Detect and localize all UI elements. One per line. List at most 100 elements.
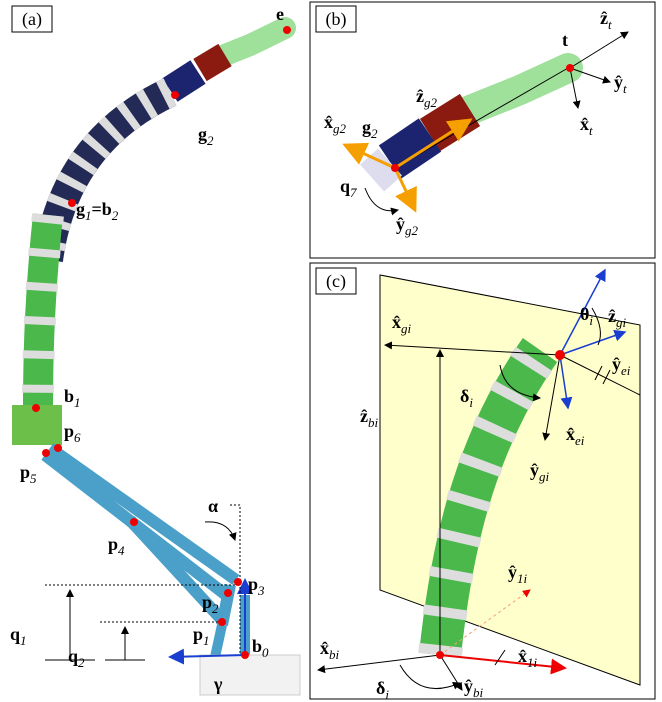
label-base: ẑ <box>608 306 616 326</box>
label: q2 <box>68 646 85 670</box>
label: x̂ei <box>566 424 585 448</box>
label-sub: gi <box>616 315 627 330</box>
axis-yt <box>569 67 611 84</box>
label-base: b <box>64 386 74 406</box>
label-sub: i <box>589 313 593 328</box>
label: ẑt <box>600 8 612 32</box>
label-base: δ <box>376 678 385 698</box>
label: θi <box>580 304 593 328</box>
label: x̂g2 <box>324 112 347 136</box>
label-sub: t <box>623 81 627 96</box>
label: p3 <box>248 574 265 598</box>
label-sub: gi <box>401 321 412 336</box>
label-sub: ei <box>575 433 585 448</box>
label: ŷgi <box>530 460 550 484</box>
label: ŷei <box>612 354 631 378</box>
label-base: x̂ <box>320 638 329 658</box>
label: p1 <box>193 624 210 648</box>
label-base: q <box>68 646 78 666</box>
label: q7 <box>340 176 357 200</box>
label-sub: 6 <box>74 430 81 445</box>
label: α <box>208 496 218 516</box>
label-base: ŷ <box>614 72 623 92</box>
label-sub: 1 <box>85 208 92 223</box>
label-sub: 0 <box>262 645 269 660</box>
label-sub: 2 <box>112 208 119 223</box>
label-sub: 2 <box>207 133 214 148</box>
label-sub: t <box>608 17 612 32</box>
label: p4 <box>108 534 125 558</box>
panel-tag: (a) <box>22 9 42 30</box>
panel-tag-box <box>315 5 357 33</box>
ticks <box>494 365 611 666</box>
label-base: g <box>76 199 85 219</box>
panel-b-frame <box>309 1 656 259</box>
label-sub: bi <box>329 647 340 662</box>
label: ẑbi <box>360 406 379 430</box>
axis-xei <box>559 354 573 410</box>
label-sub: i <box>469 395 473 410</box>
label: x̂t <box>580 114 593 138</box>
label: e <box>276 4 284 24</box>
panel-tag-box <box>315 267 357 295</box>
axis-zg2 <box>394 118 473 170</box>
label-sub: 7 <box>350 185 357 200</box>
panel-a <box>12 17 301 696</box>
label: ŷg2 <box>396 214 419 238</box>
label-base: q <box>340 176 350 196</box>
label: δi <box>376 678 389 702</box>
label-base: ŷ <box>612 354 621 374</box>
panel-tag: (b) <box>326 9 347 30</box>
label-sub: bi <box>473 685 484 700</box>
delta-arc-top <box>499 364 541 402</box>
link-line <box>394 67 569 169</box>
label-sub: g2 <box>424 95 438 110</box>
label-sub: 4 <box>118 543 125 558</box>
label-sub: g2 <box>333 121 347 136</box>
point-t <box>566 64 574 72</box>
point-top <box>555 350 565 360</box>
label-sub: gi <box>539 469 550 484</box>
label-sub: 2 <box>78 655 85 670</box>
label: x̂1i <box>518 646 538 670</box>
panel-tag-box <box>11 5 53 33</box>
label-sub: 1i <box>527 655 538 670</box>
point-base <box>436 651 444 659</box>
label: q1 <box>10 624 27 648</box>
label: b1 <box>64 386 81 410</box>
upper-rings <box>33 78 177 263</box>
panel-b <box>342 31 629 216</box>
delta-arc-bottom <box>399 664 461 690</box>
axis-x1i <box>439 654 567 675</box>
label-base: p <box>64 421 74 441</box>
label: ŷt <box>614 72 627 96</box>
axis-yei <box>559 329 627 356</box>
plane-line <box>559 354 641 396</box>
point-g2 <box>391 164 399 172</box>
label-base: ẑ <box>360 406 368 426</box>
label: p5 <box>20 462 37 486</box>
axis-ygi <box>542 354 561 441</box>
label-base: α <box>208 496 218 516</box>
end-effector <box>214 17 296 66</box>
rings <box>418 337 559 658</box>
end-effector <box>455 53 583 125</box>
label-base: q <box>10 624 20 644</box>
label: p2 <box>202 592 219 616</box>
label: ŷ1i <box>508 562 528 586</box>
axis-xt <box>569 67 581 109</box>
label-sub: i <box>385 687 389 702</box>
alpha-arc <box>204 521 237 541</box>
label-sub: 1 <box>74 395 81 410</box>
label-base: p <box>248 574 258 594</box>
label-base: p <box>202 592 212 612</box>
panel-c <box>317 268 641 691</box>
axis-zgi <box>559 268 606 356</box>
label-sub: g2 <box>405 223 419 238</box>
label: ŷbi <box>464 676 484 700</box>
label-base: ŷ <box>464 676 473 696</box>
label: t <box>562 30 568 50</box>
label-base: p <box>20 462 30 482</box>
label-base: x̂ <box>580 114 589 134</box>
label-base: ŷ <box>530 460 539 480</box>
